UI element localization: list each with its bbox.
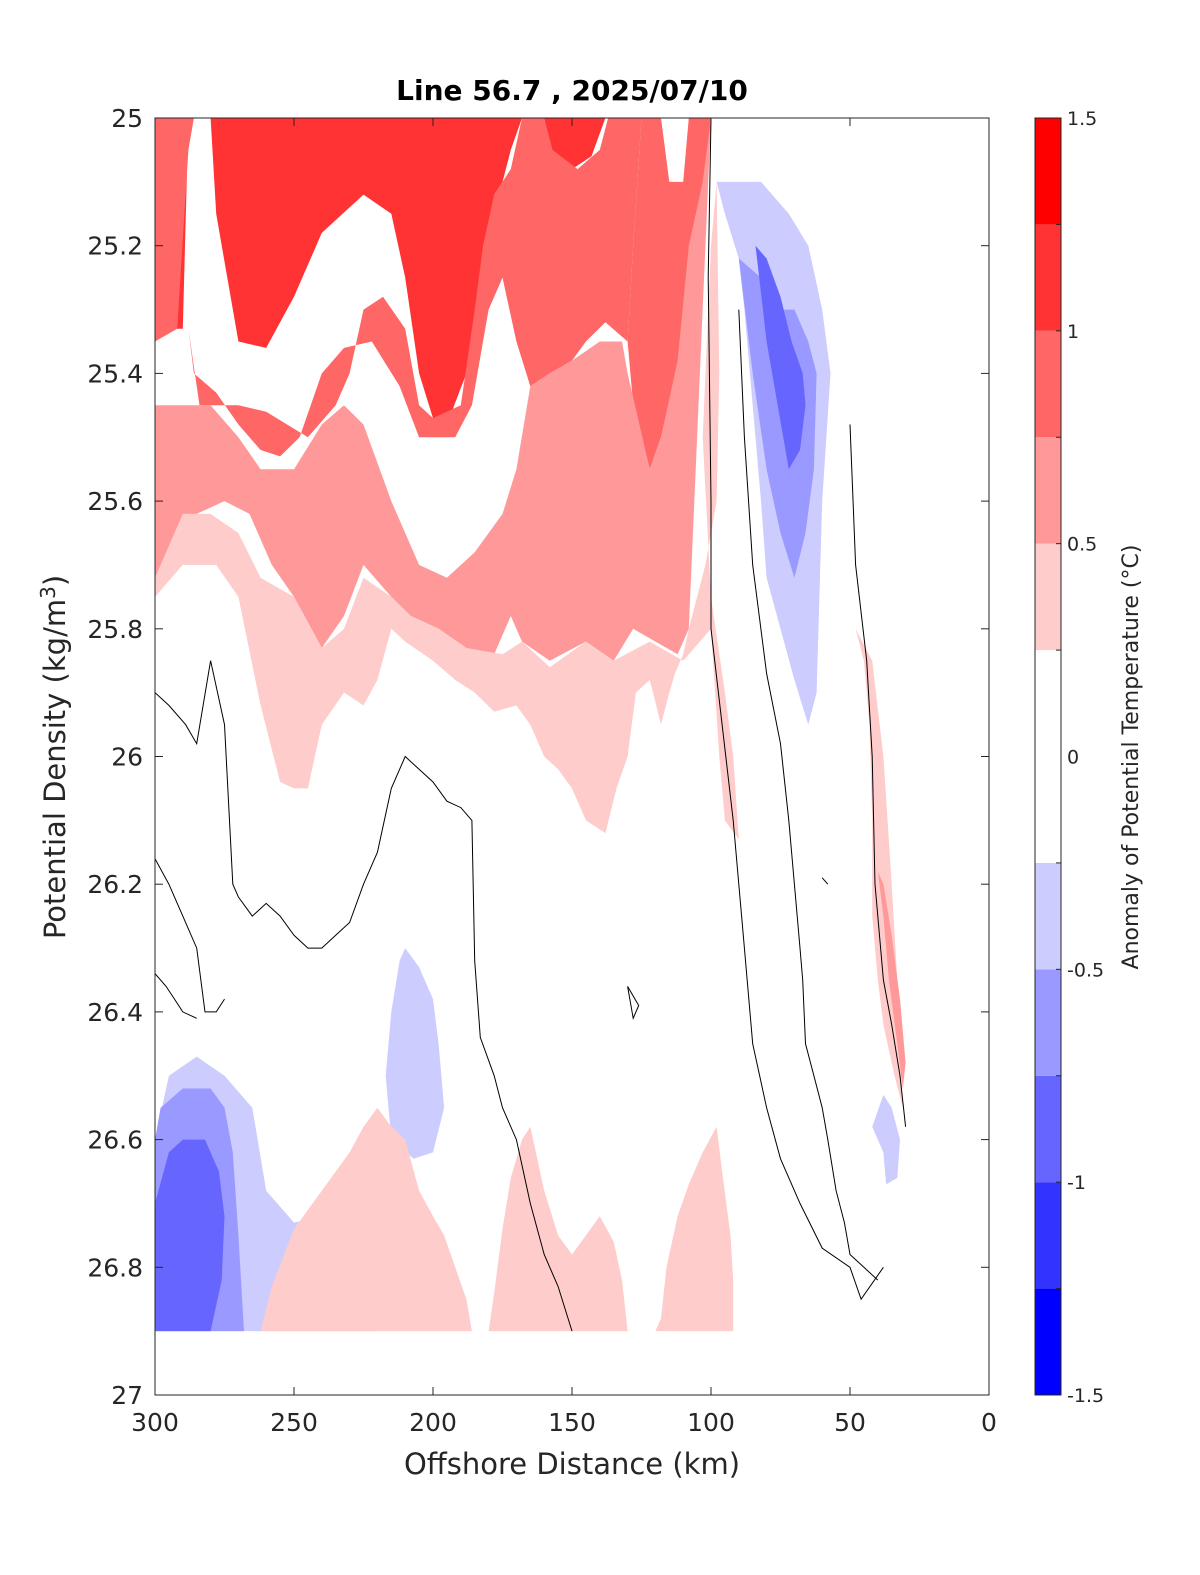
colorbar-swatch [1035, 118, 1061, 225]
colorbar-frame [1034, 117, 1062, 1396]
colorbar-swatch [1035, 224, 1061, 331]
anomaly-region-21 [872, 1094, 900, 1185]
anomaly-region-6 [627, 118, 711, 470]
zero-contour-5 [627, 986, 640, 1021]
y-axis-label-superscript: 3 [36, 586, 60, 599]
zero-contour-6 [821, 877, 829, 885]
y-tick-label: 26.2 [87, 870, 143, 899]
y-tick-label: 26.8 [87, 1253, 143, 1282]
colorbar-tick-label: 1 [1067, 321, 1079, 343]
anomaly-region-14 [385, 948, 445, 1159]
x-axis: 300 250 200 150 100 50 0 [131, 118, 997, 1437]
colorbar-swatch [1035, 862, 1061, 970]
anomaly-region-4 [155, 118, 194, 342]
zero-contour-1 [155, 660, 573, 1332]
y-axis-label-main: Potential Density (kg/m [38, 599, 72, 939]
x-tick-label: 50 [834, 1408, 866, 1437]
colorbar-tick-label: 0.5 [1067, 534, 1097, 556]
anomaly-region-5 [188, 118, 642, 457]
colorbar-tick-label: -0.5 [1067, 959, 1104, 981]
colorbar: 1.5 1 0.5 0 -0.5 -1 -1.5 [1034, 108, 1104, 1407]
anomaly-region-19 [488, 1126, 628, 1332]
chart-title: Line 56.7 , 2025/07/10 [396, 74, 748, 107]
anomaly-region-17 [155, 1139, 225, 1332]
x-tick-label: 300 [131, 1408, 179, 1437]
anomaly-fill-layer [155, 118, 906, 1332]
anomaly-region-20 [655, 1126, 734, 1332]
y-tick-label: 26.4 [87, 998, 143, 1027]
y-tick-label: 25 [111, 104, 143, 133]
zero-contour-layer [155, 118, 907, 1332]
y-tick-label: 25.4 [87, 359, 143, 388]
y-tick-label: 26 [111, 743, 143, 772]
colorbar-swatch [1035, 1075, 1061, 1183]
x-axis-label: Offshore Distance (km) [404, 1447, 740, 1481]
y-axis: 25 25.2 25.4 25.6 25.8 26 26.2 26.4 26.6 26.8 27 [87, 104, 989, 1410]
x-tick-label: 100 [687, 1408, 735, 1437]
y-tick-label: 25.8 [87, 615, 143, 644]
anomaly-region-10 [738, 258, 817, 578]
colorbar-label: Anomaly of Potential Temperature (°C) [1119, 545, 1144, 970]
x-tick-label: 150 [548, 1408, 596, 1437]
colorbar-tick-label: 1.5 [1067, 108, 1097, 130]
anomaly-region-18 [260, 1107, 472, 1332]
anomaly-region-8 [155, 181, 739, 840]
anomaly-region-11 [755, 245, 806, 470]
x-tick-label: 250 [270, 1408, 318, 1437]
colorbar-swatch [1035, 330, 1061, 438]
anomaly-region-2 [210, 118, 522, 425]
anomaly-region-7 [155, 118, 711, 661]
x-tick-label: 200 [409, 1408, 457, 1437]
y-axis-label: Potential Density (kg/m3) [36, 575, 72, 939]
y-tick-label: 26.6 [87, 1126, 143, 1155]
colorbar-swatch [1035, 437, 1061, 544]
y-tick-label: 27 [111, 1381, 143, 1410]
colorbar-tick-label: 0 [1067, 747, 1079, 769]
plot-area [155, 118, 989, 1395]
colorbar-swatch [1035, 543, 1061, 651]
colorbar-tick-label: -1 [1067, 1172, 1086, 1194]
colorbar-tick-label: -1.5 [1067, 1385, 1104, 1407]
x-tick-label: 0 [981, 1408, 997, 1437]
y-tick-label: 25.2 [87, 232, 143, 261]
y-axis-label-close: ) [38, 575, 72, 586]
y-tick-label: 25.6 [87, 487, 143, 516]
zero-contour-3 [155, 973, 197, 1019]
zero-contour-4 [738, 309, 879, 1281]
anomaly-region-13 [877, 871, 906, 1089]
colorbar-swatch [1035, 650, 1061, 863]
zero-contour-2 [155, 858, 225, 1013]
colorbar-swatch [1035, 969, 1061, 1076]
colorbar-swatch [1035, 1182, 1061, 1289]
zero-contour-7 [849, 424, 907, 1127]
zero-contour-0 [707, 118, 884, 1301]
colorbar-swatch [1035, 1288, 1061, 1395]
